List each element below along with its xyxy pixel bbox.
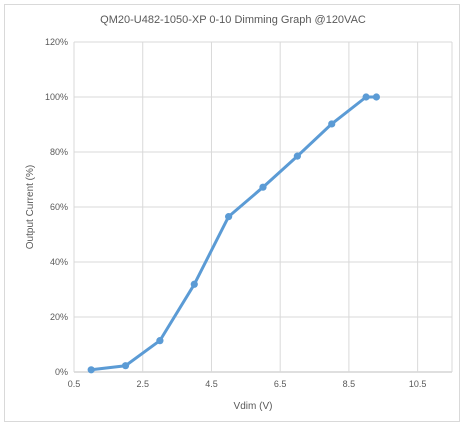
- y-tick-label: 60%: [50, 202, 68, 212]
- x-tick-label: 8.5: [343, 379, 356, 389]
- y-tick-label: 0%: [55, 367, 68, 377]
- data-point: [259, 183, 267, 191]
- chart-title: QM20-U482-1050-XP 0-10 Dimming Graph @12…: [100, 14, 366, 26]
- series-line: [89, 95, 378, 372]
- data-point: [293, 152, 301, 160]
- data-point: [362, 93, 370, 101]
- series-group: [87, 93, 380, 374]
- data-point: [225, 213, 233, 221]
- x-tick-label: 10.5: [409, 379, 427, 389]
- y-tick-label: 40%: [50, 257, 68, 267]
- y-axis-label: Output Current (%): [25, 165, 36, 249]
- data-point: [190, 280, 198, 288]
- data-point: [121, 362, 130, 370]
- data-point: [87, 366, 95, 374]
- x-tick-labels: 0.5 2.5 4.5 6.5 8.5 10.5: [68, 379, 427, 389]
- y-tick-label: 100%: [45, 92, 68, 102]
- x-tick-label: 6.5: [274, 379, 287, 389]
- x-tick-label: 2.5: [136, 379, 149, 389]
- x-axis-label: Vdim (V): [234, 401, 273, 412]
- data-point: [372, 93, 380, 101]
- x-tick-label: 0.5: [68, 379, 81, 389]
- y-tick-labels: 0% 20% 40% 60% 80% 100% 120%: [45, 37, 68, 377]
- y-tick-label: 120%: [45, 37, 68, 47]
- x-tick-label: 4.5: [205, 379, 218, 389]
- grid-lines: [73, 41, 453, 373]
- data-point: [156, 337, 164, 345]
- y-tick-label: 20%: [50, 312, 68, 322]
- data-point: [328, 120, 336, 128]
- y-tick-label: 80%: [50, 147, 68, 157]
